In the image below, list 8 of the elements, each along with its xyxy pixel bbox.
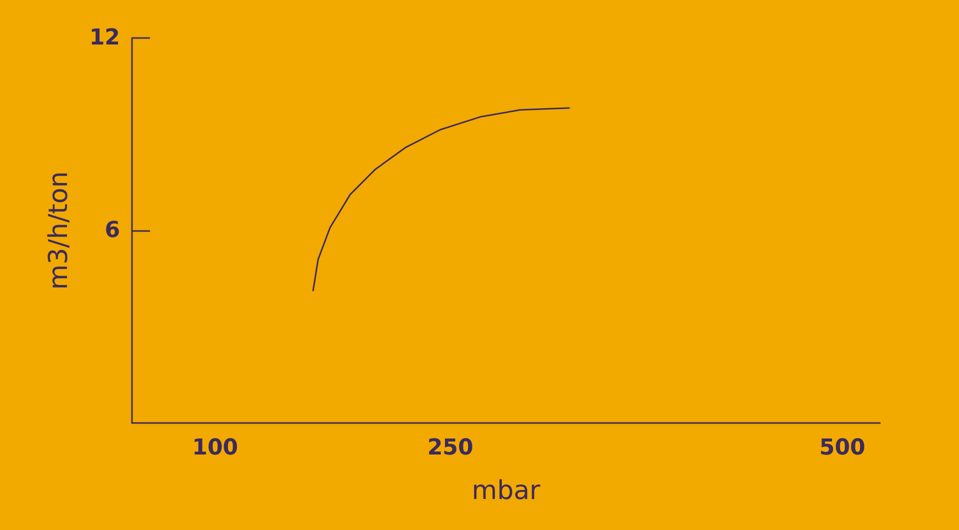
x-tick-label: 250 [427,436,474,460]
y-axis-title: m3/h/ton [44,171,74,290]
y-tick-label: 12 [89,26,120,50]
line-series [312,107,570,292]
x-tick-label: 500 [819,436,866,460]
y-tick-label: 6 [104,218,120,243]
x-axis-title: mbar [472,476,541,506]
x-tick-label: 100 [192,436,238,460]
